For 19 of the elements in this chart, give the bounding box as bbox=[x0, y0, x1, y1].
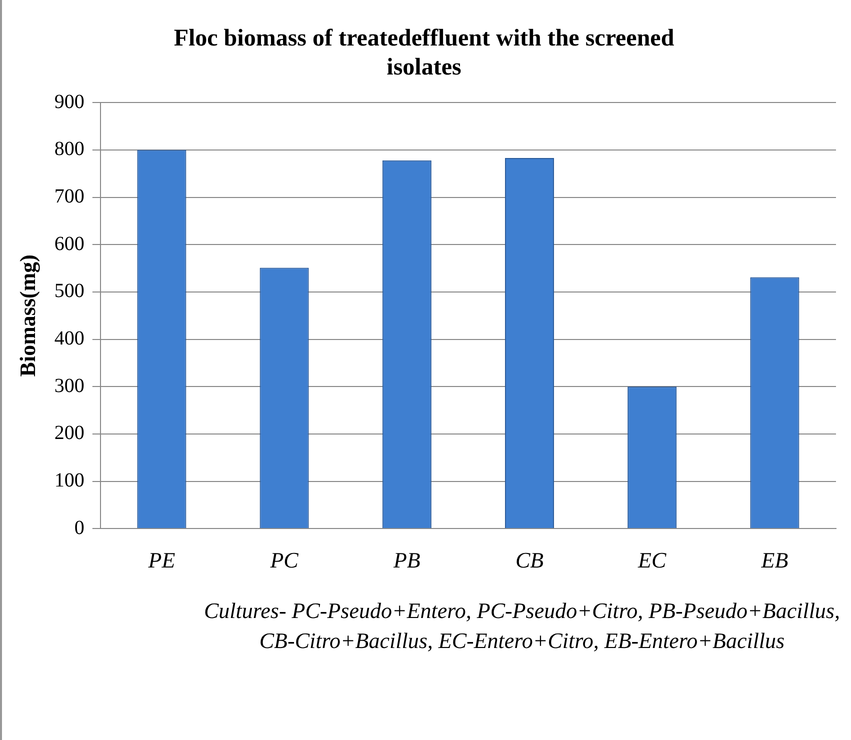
chart-title: Floc biomass of treatedeffluent with the screened isolates bbox=[174, 26, 675, 80]
y-tick-label: 900 bbox=[54, 90, 84, 113]
x-tick-label: PE bbox=[147, 548, 176, 573]
y-tick-label: 500 bbox=[54, 280, 84, 302]
x-tick-label: EB bbox=[760, 548, 788, 573]
y-tick-label: 600 bbox=[54, 232, 84, 255]
x-tick-label: EC bbox=[637, 548, 666, 573]
y-axis-title: Biomass(mg) bbox=[14, 254, 40, 377]
y-tick-label: 0 bbox=[74, 516, 84, 539]
y-tick-label: 200 bbox=[54, 422, 84, 444]
y-tick-label: 300 bbox=[54, 374, 84, 397]
x-tick-label: CB bbox=[515, 548, 544, 573]
y-tick-label: 400 bbox=[54, 328, 84, 350]
y-tick-label: 800 bbox=[54, 138, 84, 160]
y-tick-label: 700 bbox=[54, 186, 84, 208]
x-tick-label: PC bbox=[269, 548, 299, 573]
x-tick-label: PB bbox=[392, 548, 420, 573]
x-axis-title: Cultures- PC-Pseudo+Entero, PC-Pseudo+Citro, PB-Pseudo+Bacillus, CB-Citro+Bacillus, EC-Entero+Citro, EB-Entero+Bacillus bbox=[202, 597, 841, 655]
y-tick-label: 100 bbox=[54, 470, 84, 492]
